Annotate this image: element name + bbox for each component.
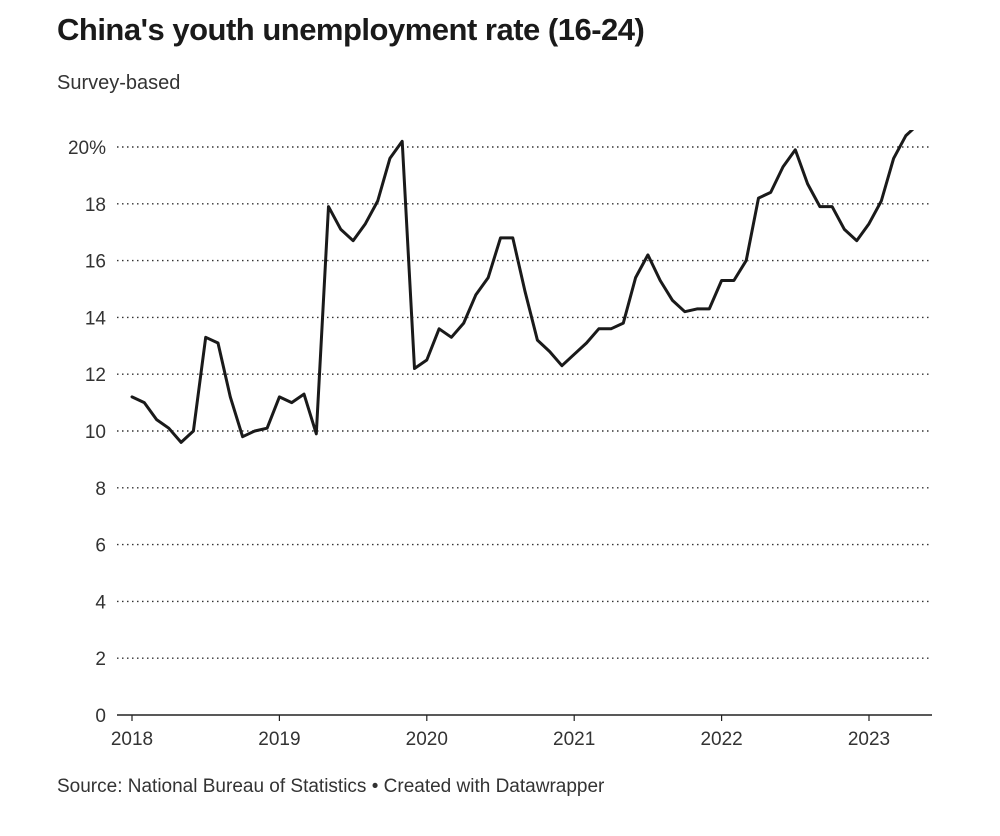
x-tick-label: 2019	[258, 729, 300, 750]
x-tick-label: 2023	[848, 729, 890, 750]
x-tick-label: 2018	[111, 729, 153, 750]
chart-subtitle: Survey-based	[57, 72, 181, 94]
x-tick-label: 2020	[406, 729, 448, 750]
y-tick-label: 8	[95, 479, 106, 500]
y-tick-label: 6	[95, 536, 106, 557]
series-group	[130, 130, 915, 444]
y-tick-label: 0	[95, 706, 106, 727]
y-tick-label: 16	[85, 252, 106, 273]
y-axis-labels: 0 2 4 6 8 10 12 14 16 18 20%	[68, 138, 106, 727]
chart-title: China's youth unemployment rate (16-24)	[57, 12, 645, 47]
source-note: Source: National Bureau of Statistics • …	[57, 776, 605, 797]
x-tick-label: 2021	[553, 729, 595, 750]
y-tick-label: 2	[95, 649, 106, 670]
series-line	[130, 130, 915, 444]
y-tick-label: 12	[85, 365, 106, 386]
y-tick-label: 18	[85, 195, 106, 216]
y-tick-label: 4	[95, 592, 106, 613]
y-tick-label: 10	[85, 422, 106, 443]
gridlines	[117, 146, 932, 659]
y-tick-label: 20%	[68, 138, 106, 159]
y-tick-label: 14	[85, 308, 107, 329]
x-axis-labels: 2018 2019 2020 2021 2022 2023	[111, 715, 890, 750]
x-tick-label: 2022	[700, 729, 742, 750]
